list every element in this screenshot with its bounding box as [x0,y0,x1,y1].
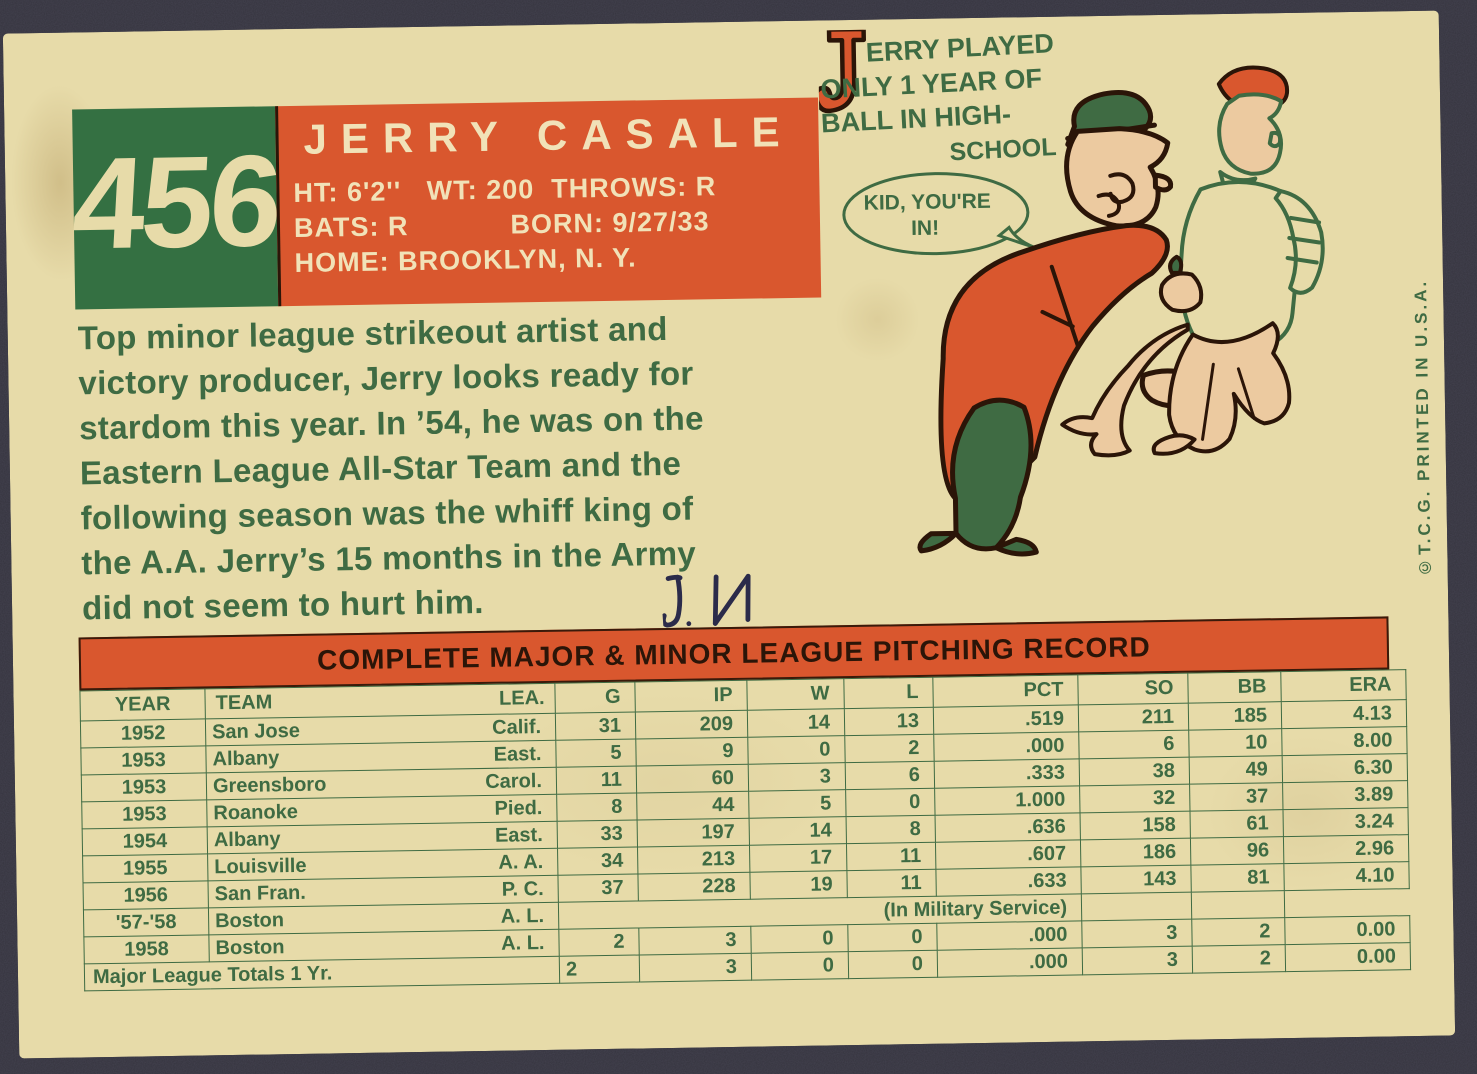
svg-text:KID, YOU'RE: KID, YOU'RE [864,190,991,215]
svg-text:SCHOOL: SCHOOL [949,133,1057,166]
svg-text:ERRY PLAYED: ERRY PLAYED [865,28,1054,68]
svg-text:IN!: IN! [911,217,939,240]
